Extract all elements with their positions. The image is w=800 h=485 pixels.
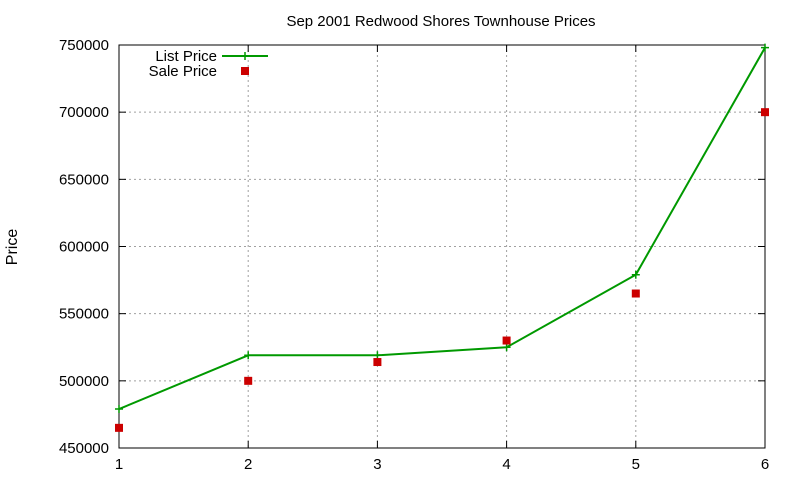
legend-label-list-price: List Price xyxy=(155,48,217,65)
x-tick-label: 4 xyxy=(502,456,510,473)
x-tick-label: 3 xyxy=(373,456,381,473)
sale-price-point xyxy=(244,376,253,385)
legend-label-sale-price: Sale Price xyxy=(149,63,217,80)
grid-lines xyxy=(119,45,765,448)
legend: List Price Sale Price xyxy=(149,48,268,80)
y-tick-label: 700000 xyxy=(59,104,109,121)
axis-ticks: 1 2 3 4 5 6 450000 500000 550000 600000 650000 7000… xyxy=(59,37,769,473)
x-tick-label: 1 xyxy=(115,456,123,473)
list-price-line xyxy=(118,47,766,410)
sale-price-point xyxy=(115,423,123,432)
sale-price-point xyxy=(502,336,511,345)
y-tick-label: 450000 xyxy=(59,440,109,457)
list-price-point xyxy=(373,351,382,360)
series-layer xyxy=(115,43,769,432)
y-tick-label: 650000 xyxy=(59,171,109,188)
y-axis-label: Price xyxy=(4,229,21,266)
y-tick-label: 500000 xyxy=(59,373,109,390)
x-tick-label: 6 xyxy=(761,456,769,473)
y-tick-label: 550000 xyxy=(59,306,109,323)
list-price-point xyxy=(761,43,769,52)
list-price-point xyxy=(502,343,511,352)
list-price-point xyxy=(244,351,253,360)
sale-price-point xyxy=(761,108,769,117)
x-tick-label: 5 xyxy=(632,456,640,473)
sale-price-point xyxy=(373,358,382,367)
sale-price-point xyxy=(631,289,640,298)
chart-title: Sep 2001 Redwood Shores Townhouse Prices xyxy=(286,13,595,30)
list-price-point xyxy=(115,405,123,414)
y-tick-label: 600000 xyxy=(59,239,109,256)
x-tick-label: 2 xyxy=(244,456,252,473)
legend-marker-list-price xyxy=(241,52,249,60)
list-price-point xyxy=(631,270,640,279)
legend-marker-sale-price xyxy=(241,67,249,75)
y-tick-label: 750000 xyxy=(59,37,109,54)
